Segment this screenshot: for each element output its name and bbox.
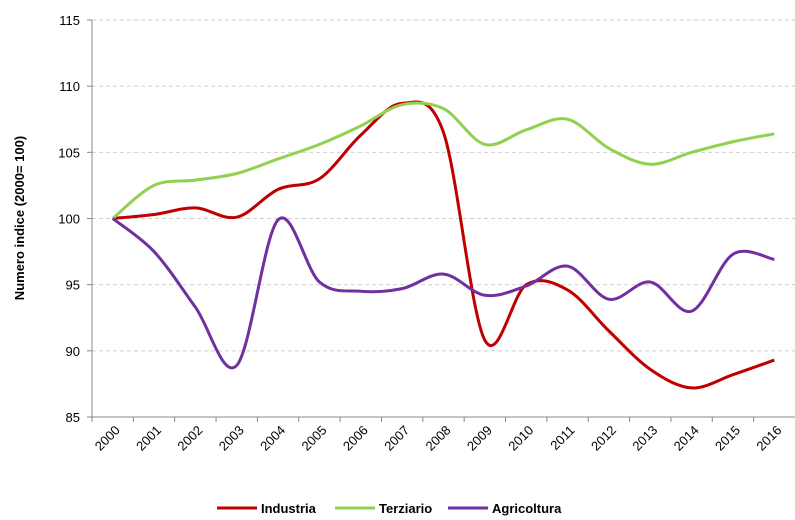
x-tick-label: 2011 — [547, 423, 577, 453]
y-tick-label: 115 — [59, 13, 80, 28]
x-tick-label: 2007 — [381, 423, 412, 454]
x-tick-label: 2008 — [423, 423, 454, 454]
y-tick-label: 105 — [58, 145, 80, 160]
x-tick-label: 2009 — [464, 423, 495, 454]
y-tick-label: 90 — [66, 344, 80, 359]
y-tick-label: 110 — [59, 79, 80, 94]
x-tick-label: 2015 — [712, 423, 743, 454]
x-tick-label: 2010 — [505, 423, 536, 454]
y-tick-label: 100 — [58, 212, 80, 227]
x-tick-label: 2005 — [299, 423, 330, 454]
x-tick-label: 2016 — [753, 423, 784, 454]
x-tick-label: 2000 — [92, 423, 123, 454]
x-tick-label: 2014 — [671, 423, 702, 454]
x-tick-label: 2001 — [133, 423, 164, 454]
y-tick-label: 95 — [66, 278, 80, 293]
x-tick-label: 2003 — [216, 423, 247, 454]
y-tick-label: 85 — [66, 410, 80, 425]
legend-label: Terziario — [379, 501, 432, 516]
line-series — [111, 101, 775, 220]
x-tick-label: 2006 — [340, 423, 371, 454]
x-tick-label: 2012 — [588, 423, 619, 454]
x-tick-label: 2004 — [257, 423, 288, 454]
legend-label: Agricoltura — [492, 501, 562, 516]
line-series — [111, 216, 775, 370]
x-tick-label: 2002 — [174, 423, 205, 454]
y-axis-label: Numero indice (2000= 100) — [12, 136, 27, 300]
x-tick-label: 2013 — [629, 423, 660, 454]
line-series — [112, 100, 775, 390]
legend-label: Industria — [261, 501, 317, 516]
